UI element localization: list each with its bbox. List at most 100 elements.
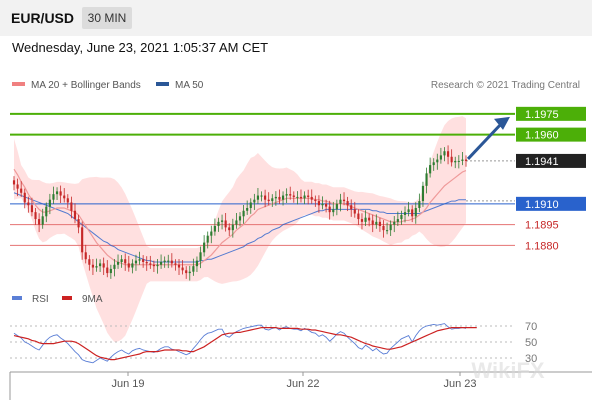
candle-body: [127, 263, 130, 268]
rsi-line: [13, 323, 467, 364]
level-label-1.1880: 1.1880: [525, 240, 559, 252]
candle-body: [102, 263, 105, 268]
level-label-bg-1.1941: [516, 153, 586, 168]
candle-body: [77, 219, 80, 228]
candle-body: [321, 203, 324, 206]
ma50-line: [13, 192, 466, 263]
candle-body: [52, 194, 55, 200]
candle-body: [299, 196, 303, 199]
candle-body: [59, 191, 62, 196]
candle-body: [238, 216, 242, 221]
rsi-legend-label: RSI: [32, 294, 49, 305]
candle-body: [156, 264, 159, 267]
candle-body: [192, 266, 195, 272]
candle-body: [177, 264, 181, 268]
candle-body: [411, 209, 414, 217]
level-label-1.1910: 1.1910: [525, 199, 559, 211]
candle-body: [436, 159, 439, 163]
chart-header: EUR/USD 30 MIN: [0, 0, 592, 36]
candle-body: [249, 202, 252, 208]
candle-body: [131, 263, 134, 268]
candle-body: [163, 260, 166, 262]
candle-body: [203, 242, 206, 253]
candle-body: [81, 227, 84, 253]
time-label-0: Jun 19: [111, 378, 144, 390]
candle-body: [281, 195, 285, 200]
bollinger-band: [14, 116, 466, 342]
legend-ma20-label: MA 20 + Bollinger Bands: [31, 80, 141, 91]
candle-body: [199, 252, 202, 261]
level-label-bg-1.1960: [516, 127, 586, 142]
ma9-legend-label: 9MA: [82, 294, 103, 305]
time-label-2: Jun 23: [443, 378, 476, 390]
candle-body: [400, 214, 403, 220]
candle-body: [454, 160, 457, 163]
candle-body: [124, 259, 127, 264]
candle-body: [99, 263, 102, 267]
candle-body: [267, 199, 270, 202]
candle-body: [360, 219, 364, 222]
candle-body: [439, 155, 442, 160]
candle-body: [285, 194, 288, 196]
candle-body: [45, 206, 48, 217]
level-label-1.1895: 1.1895: [525, 220, 559, 232]
watermark: WikiFX: [471, 358, 544, 383]
candle-body: [113, 264, 116, 269]
candle-body: [109, 268, 112, 274]
candle-body: [350, 205, 353, 210]
candle-body: [278, 196, 281, 200]
candle-body: [425, 173, 428, 186]
osc-tick-30: 30: [525, 353, 537, 365]
candle-body: [206, 235, 209, 243]
timeframe-button[interactable]: 30 MIN: [82, 7, 132, 29]
candle-body: [253, 199, 256, 203]
candle-body: [63, 195, 66, 199]
candle-body: [73, 210, 77, 220]
candle-body: [325, 203, 328, 207]
candle-body: [418, 201, 421, 208]
candle-body: [231, 224, 234, 231]
osc-tick-50: 50: [525, 337, 537, 349]
candle-body: [228, 227, 231, 231]
candle-body: [443, 151, 446, 156]
candle-body: [353, 209, 356, 214]
candle-body: [91, 264, 94, 268]
candle-body: [138, 259, 141, 261]
candle-body: [457, 160, 460, 162]
rsi-legend-swatch: [12, 296, 22, 300]
level-label-1.1975: 1.1975: [525, 109, 559, 121]
candle-body: [84, 252, 87, 260]
level-label-bg-1.1975: [516, 106, 586, 121]
candle-body: [342, 199, 346, 202]
candle-body: [134, 260, 138, 264]
forecast-arrow: [466, 119, 506, 160]
candle-body: [375, 221, 378, 225]
candle-body: [364, 217, 367, 222]
candle-body: [421, 185, 425, 202]
level-label-1.1941: 1.1941: [525, 156, 559, 168]
candle-body: [292, 195, 295, 197]
time-label-1: Jun 22: [286, 378, 319, 390]
candle-body: [149, 263, 152, 265]
candle-body: [296, 196, 299, 198]
candle-body: [16, 184, 19, 189]
candle-body: [160, 262, 163, 265]
candle-body: [256, 195, 260, 200]
candle-body: [170, 260, 173, 264]
candle-body: [378, 221, 381, 226]
candle-body: [246, 208, 249, 211]
candle-body: [357, 213, 360, 220]
candle-body: [429, 165, 432, 174]
legend-ma50-label: MA 50: [175, 80, 204, 91]
candle-body: [403, 212, 407, 215]
candle-body: [185, 270, 188, 274]
symbol-title: EUR/USD: [11, 10, 75, 26]
candle-body: [407, 209, 410, 213]
ma20-swatch: [12, 82, 25, 87]
candle-body: [27, 202, 30, 206]
candle-body: [289, 194, 292, 196]
ma50-swatch: [156, 82, 169, 87]
candle-body: [242, 210, 245, 217]
candle-body: [328, 206, 331, 213]
